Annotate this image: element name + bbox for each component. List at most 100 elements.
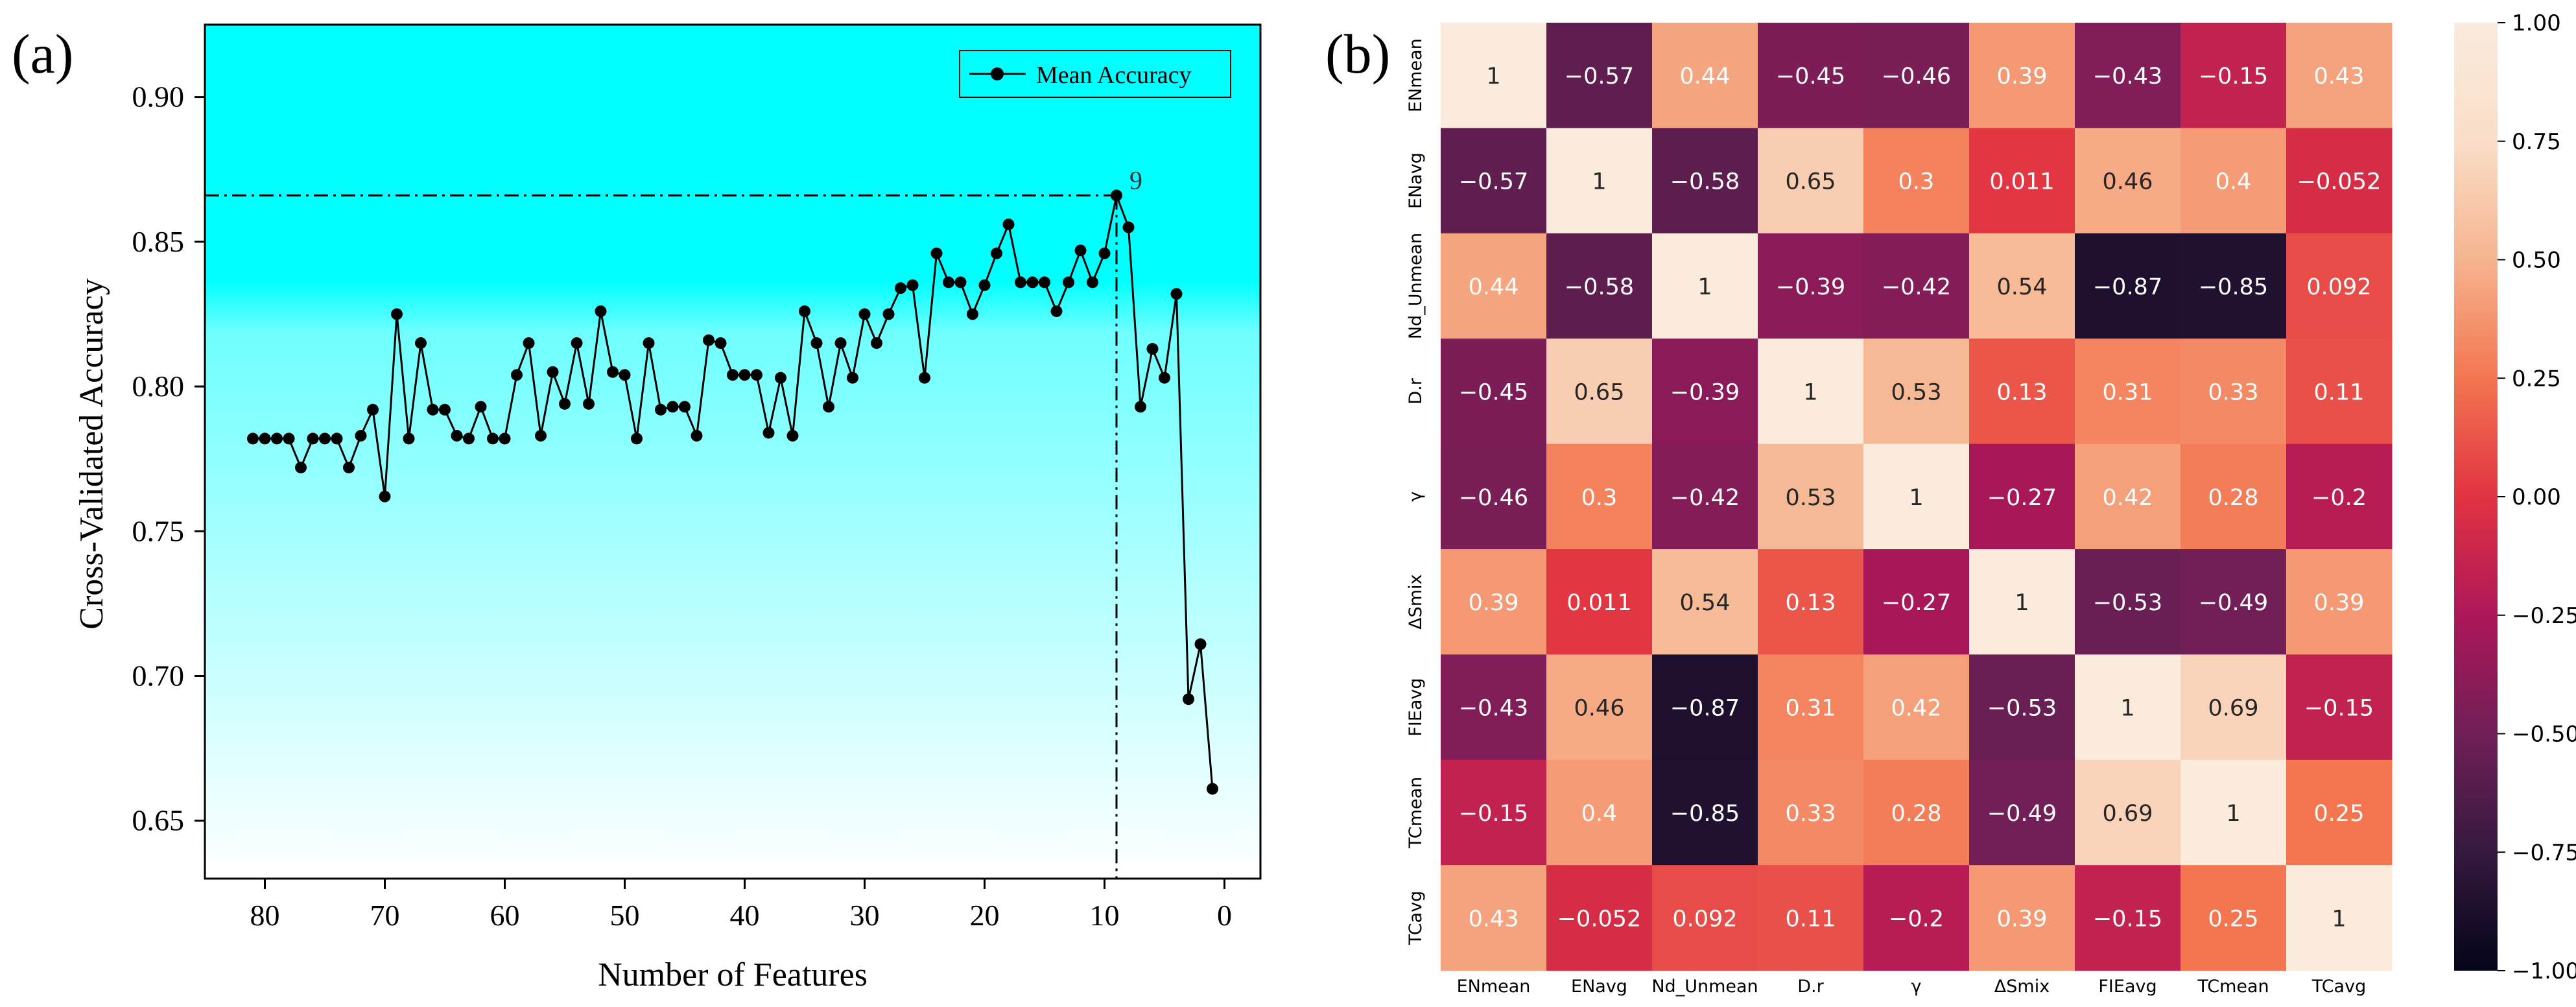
heatmap-cell — [1441, 759, 1547, 866]
heatmap-cell — [2075, 444, 2181, 550]
data-point — [355, 429, 367, 442]
data-point — [834, 337, 847, 349]
cell-value-label: 0.3 — [1581, 485, 1618, 511]
heatmap-cell — [1441, 865, 1547, 971]
heatmap-cell — [2180, 128, 2287, 234]
data-point — [535, 429, 547, 442]
cell-value-label: 1 — [1909, 485, 1923, 511]
heatmap-cell — [1441, 233, 1547, 339]
cell-value-label: 0.69 — [2208, 696, 2259, 722]
heatmap-cell — [1863, 759, 1970, 866]
legend-label: Mean Accuracy — [1036, 62, 1192, 89]
cell-value-label: −0.58 — [1670, 169, 1740, 195]
cell-value-label: −0.45 — [1776, 64, 1845, 89]
heatmap-cell — [1652, 759, 1758, 866]
y-axis-label: Cross-Validated Accuracy — [73, 278, 110, 629]
column-label: FIEavg — [2098, 977, 2157, 997]
cell-value-label: 0.3 — [1898, 169, 1935, 195]
heatmap-cell — [1969, 865, 2075, 971]
data-point — [823, 401, 834, 413]
heatmap-cell — [1441, 23, 1547, 128]
heatmap-cell — [1758, 444, 1864, 550]
cell-value-label: −0.46 — [1459, 485, 1528, 511]
cell-value-label: −0.39 — [1670, 379, 1740, 405]
cell-value-label: 0.33 — [1786, 801, 1836, 827]
cell-value-label: −0.49 — [2199, 590, 2268, 616]
data-point — [595, 305, 607, 317]
cell-value-label: −0.58 — [1565, 274, 1634, 300]
column-label: TCavg — [2311, 977, 2366, 997]
cell-value-label: 0.4 — [1581, 801, 1618, 827]
x-axis-ticks: 80 70 60 50 40 30 20 10 0 — [250, 879, 1232, 932]
y-tick-label: 0.75 — [132, 514, 185, 547]
column-label: ENavg — [1571, 977, 1627, 997]
data-point — [607, 366, 619, 378]
heatmap-cell — [1969, 23, 2075, 128]
heatmap-cell — [2075, 338, 2181, 445]
colorbar: 1.00 0.75 0.50 0.25 0.00 −0.25 −0.50 −0.75 −1.00 — [2454, 10, 2576, 984]
data-point — [1194, 638, 1207, 650]
data-point — [667, 401, 679, 413]
heatmap-cell — [1546, 338, 1653, 445]
heatmap-cell — [1863, 549, 1970, 655]
heatmap-cell — [2180, 444, 2287, 550]
cell-value-label: −0.15 — [2093, 906, 2162, 932]
data-point — [1159, 372, 1170, 384]
cell-value-label: 0.39 — [1997, 906, 2048, 932]
cell-value-label: −0.85 — [2199, 274, 2268, 300]
cell-value-label: 1 — [1803, 379, 1817, 405]
heatmap-cell — [2180, 549, 2287, 655]
heatmap-cell — [1652, 128, 1758, 234]
cell-value-label: 0.31 — [1786, 696, 1836, 722]
y-axis-ticks: 0.65 0.70 0.75 0.80 0.85 0.90 — [132, 80, 205, 837]
data-point — [954, 276, 967, 289]
data-point — [547, 366, 559, 378]
cell-value-label: −0.42 — [1882, 274, 1951, 300]
heatmap-cell — [2180, 654, 2287, 761]
heatmap-cell — [2286, 654, 2393, 761]
cell-value-label: 0.42 — [1891, 696, 1942, 722]
data-point — [1170, 288, 1183, 300]
cell-value-label: −0.49 — [1987, 801, 2057, 827]
heatmap-cell — [2180, 865, 2287, 971]
cell-value-label: 0.13 — [1786, 590, 1836, 616]
heatmap-cell — [2075, 233, 2181, 339]
data-point — [847, 372, 858, 384]
heatmap-cell — [2286, 128, 2393, 234]
data-point — [583, 397, 595, 410]
y-tick-label: 0.65 — [132, 804, 185, 837]
legend-box — [959, 50, 1231, 98]
heatmap-cell — [2180, 338, 2287, 445]
data-point — [1087, 276, 1098, 289]
heatmap-cell — [1441, 128, 1547, 234]
heatmap-cell — [1652, 865, 1758, 971]
cell-value-label: 0.53 — [1786, 485, 1836, 511]
cell-value-label: 0.69 — [2103, 801, 2153, 827]
data-point — [978, 279, 991, 291]
colorbar-gradient — [2454, 23, 2498, 971]
cell-value-label: 0.25 — [2208, 906, 2259, 932]
cell-value-label: 1 — [2226, 801, 2240, 827]
cell-value-label: −0.15 — [1459, 801, 1528, 827]
heatmap-cell — [2075, 549, 2181, 655]
y-tick-label: 0.90 — [132, 80, 185, 113]
cell-value-label: 0.43 — [2314, 64, 2365, 89]
data-point — [762, 427, 775, 439]
heatmap-cell — [1546, 444, 1653, 550]
heatmap-cell — [1546, 654, 1653, 761]
data-point — [1002, 219, 1015, 231]
data-point — [451, 429, 463, 442]
column-label: Nd_Unmean — [1651, 977, 1758, 997]
cell-value-label: −0.27 — [1987, 485, 2057, 511]
cell-value-label: −0.45 — [1459, 379, 1528, 405]
data-point — [619, 369, 631, 381]
heatmap-cell — [2075, 654, 2181, 761]
peak-reference-lines — [205, 194, 1118, 879]
heatmap-cell — [1546, 549, 1653, 655]
column-label: TCmean — [2197, 977, 2269, 997]
data-point — [319, 432, 331, 445]
heatmap-cell — [1863, 338, 1970, 445]
row-label: γ — [1406, 492, 1426, 502]
data-point — [439, 403, 451, 416]
panel-a-plot-background — [205, 25, 1260, 879]
